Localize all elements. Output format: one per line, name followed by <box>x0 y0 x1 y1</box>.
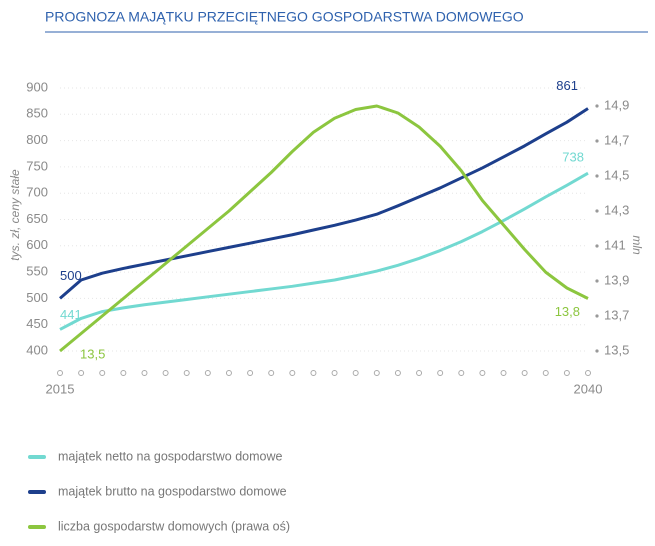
year-marker <box>120 370 127 376</box>
y-tick-label: 700 <box>26 185 48 200</box>
y-tick-label: 800 <box>26 132 48 147</box>
year-marker <box>479 370 486 376</box>
y-tick-label: 400 <box>26 342 48 357</box>
y-tick-label: 850 <box>26 106 48 121</box>
y2-tick-mark <box>595 139 599 143</box>
data-label: 13,8 <box>555 304 580 319</box>
y2-tick-label: 13,5 <box>604 342 629 357</box>
y-tick-label: 900 <box>26 79 48 94</box>
y2-tick-label: 14,7 <box>604 132 629 147</box>
legend-label: majątek netto na gospodarstwo domowe <box>58 449 282 463</box>
series-line <box>59 104 589 353</box>
year-marker <box>247 370 254 376</box>
data-label: 861 <box>556 78 578 93</box>
data-label: 500 <box>60 268 82 283</box>
year-marker <box>416 370 423 376</box>
y2-tick-label: 13,7 <box>604 307 629 322</box>
year-marker <box>289 370 296 376</box>
year-marker <box>352 370 359 376</box>
y-tick-label: 650 <box>26 211 48 226</box>
year-marker <box>99 370 106 376</box>
year-marker <box>78 370 85 376</box>
year-marker <box>331 370 338 376</box>
y2-tick-mark <box>595 174 599 178</box>
data-label: 13,5 <box>80 346 105 361</box>
y-tick-label: 600 <box>26 237 48 252</box>
y2-tick-label: 14,3 <box>604 202 629 217</box>
y-tick-label: 450 <box>26 316 48 331</box>
year-marker <box>204 370 211 376</box>
data-label: 738 <box>562 150 584 165</box>
y2-tick-mark <box>595 349 599 353</box>
year-marker <box>542 370 549 376</box>
y2-axis-label: mln <box>630 235 644 255</box>
y2-tick-mark <box>595 244 599 248</box>
legend-label: liczba gospodarstw domowych (prawa oś) <box>58 519 290 533</box>
year-marker <box>373 370 380 376</box>
year-marker <box>437 370 444 376</box>
x-tick-label: 2015 <box>46 381 75 396</box>
series-line <box>59 107 589 300</box>
chart-title: PROGNOZA MAJĄTKU PRZECIĘTNEGO GOSPODARST… <box>45 9 524 25</box>
year-marker <box>310 370 317 376</box>
year-marker <box>500 370 507 376</box>
year-marker <box>394 370 401 376</box>
series-line <box>59 171 589 331</box>
year-marker <box>162 370 169 376</box>
legend-label: majątek brutto na gospodarstwo domowe <box>58 484 287 498</box>
y2-tick-mark <box>595 314 599 318</box>
y-tick-label: 500 <box>26 290 48 305</box>
y2-tick-mark <box>595 209 599 213</box>
y-tick-label: 550 <box>26 264 48 279</box>
year-marker <box>563 370 570 376</box>
y2-tick-label: 13,9 <box>604 272 629 287</box>
year-marker <box>57 370 63 376</box>
year-marker <box>521 370 528 376</box>
y2-tick-label: 14,5 <box>604 167 629 182</box>
year-marker <box>268 370 275 376</box>
y2-tick-label: 141 <box>604 237 626 252</box>
y2-tick-mark <box>595 279 599 283</box>
data-label: 441 <box>60 307 82 322</box>
year-marker <box>141 370 148 376</box>
year-marker <box>585 370 591 376</box>
x-tick-label: 2040 <box>574 381 603 396</box>
year-marker <box>183 370 190 376</box>
y-axis-label: tys. zł, ceny stałe <box>8 169 22 261</box>
y2-tick-label: 14,9 <box>604 97 629 112</box>
y-tick-label: 750 <box>26 158 48 173</box>
year-marker <box>225 370 232 376</box>
y2-tick-mark <box>595 104 599 108</box>
year-marker <box>458 370 465 376</box>
